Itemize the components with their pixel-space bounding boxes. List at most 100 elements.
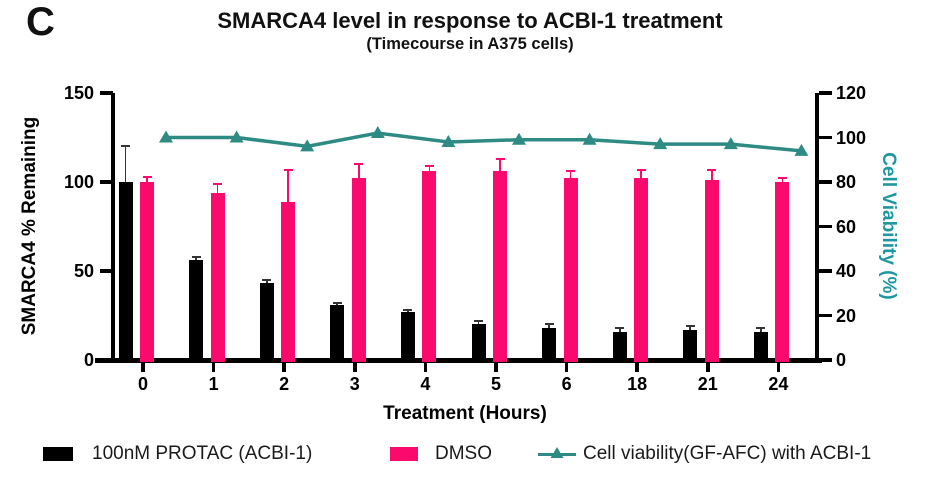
x-tick <box>211 362 216 372</box>
left-tick-label: 100 <box>63 172 94 192</box>
protac-swatch-icon <box>43 447 73 461</box>
dmso-bar-error <box>499 158 501 172</box>
x-tick <box>282 362 286 372</box>
protac-bar-error <box>689 326 692 330</box>
dmso-swatch-icon <box>390 447 418 461</box>
x-tick <box>423 362 428 372</box>
dmso-bar-error-cap <box>777 177 787 180</box>
dmso-bar-error-cap <box>354 163 364 166</box>
right-tick <box>819 269 832 273</box>
protac-bar <box>753 331 768 362</box>
dmso-bar <box>563 178 578 362</box>
protac-bar-error-cap <box>685 325 695 328</box>
protac-bar-error-cap <box>403 309 413 312</box>
viability-marker <box>300 139 315 152</box>
x-tick <box>564 362 569 372</box>
viability-line <box>166 131 802 153</box>
dmso-bar-error-cap <box>707 168 717 171</box>
right-tick <box>819 224 832 229</box>
dmso-bar <box>422 171 437 362</box>
x-tick <box>494 362 498 372</box>
dmso-bar-error-cap <box>283 168 293 171</box>
right-tick <box>819 91 832 95</box>
left-tick-label: 50 <box>73 261 94 281</box>
dmso-bar <box>634 178 649 362</box>
protac-bar-error <box>477 320 480 325</box>
x-tick <box>776 362 781 372</box>
x-tick-label: 18 <box>627 374 648 394</box>
chart-title: SMARCA4 level in response to ACBI-1 trea… <box>217 8 723 33</box>
x-axis-title: Treatment (Hours) <box>383 403 547 424</box>
viability-marker <box>370 126 385 139</box>
dmso-bar-error-cap <box>213 182 223 185</box>
dmso-bar-error-cap <box>495 157 505 160</box>
protac-bar <box>259 283 274 362</box>
right-tick-label: 120 <box>836 83 867 103</box>
x-tick <box>706 362 710 372</box>
protac-bar-error-cap <box>332 302 342 305</box>
x-tick <box>141 362 145 372</box>
x-tick-label: 4 <box>420 374 431 394</box>
x-tick-label: 5 <box>490 374 501 394</box>
legend-item-dmso: DMSO <box>390 443 492 465</box>
dmso-bar-error <box>287 169 290 202</box>
protac-bar-error-cap <box>191 255 201 258</box>
viability-marker <box>441 134 456 147</box>
right-tick <box>819 358 832 362</box>
dmso-bar <box>140 182 154 362</box>
dmso-bar-error <box>428 165 431 172</box>
right-tick-label: 60 <box>836 216 857 237</box>
legend-item-viability: Cell viability(GF-AFC) with ACBI-1 <box>538 443 871 465</box>
left-tick-label: 0 <box>83 350 94 370</box>
protac-bar <box>330 304 345 362</box>
protac-bar-error <box>124 146 127 182</box>
protac-bar <box>400 311 415 362</box>
x-tick-label: 24 <box>768 374 789 394</box>
x-tick-label: 6 <box>561 374 572 394</box>
legend-label-protac: 100nM PROTAC (ACBI-1) <box>92 443 313 464</box>
viability-marker <box>229 130 244 143</box>
protac-bar <box>471 324 486 362</box>
left-axis <box>111 93 115 363</box>
viability-marker <box>653 137 668 150</box>
right-tick-label: 80 <box>836 172 857 192</box>
right-tick-label: 40 <box>836 261 857 281</box>
dmso-bar <box>351 178 366 362</box>
dmso-bar-error <box>710 169 713 181</box>
legend-item-protac: 100nM PROTAC (ACBI-1) <box>43 443 312 465</box>
dmso-bar-error <box>640 169 643 179</box>
x-tick-label: 21 <box>697 374 718 394</box>
dmso-bar <box>493 171 507 362</box>
protac-bar-error-cap <box>544 323 554 326</box>
protac-bar-error <box>548 324 550 328</box>
protac-bar-error-cap <box>474 319 483 322</box>
left-tick <box>100 91 113 95</box>
viability-marker <box>512 132 526 145</box>
protac-bar <box>189 260 204 362</box>
right-tick <box>819 180 832 184</box>
dmso-bar <box>704 180 719 362</box>
dmso-bar-error-cap <box>424 164 434 167</box>
viability-marker <box>159 130 173 143</box>
x-tick <box>353 362 357 372</box>
legend: 100nM PROTAC (ACBI-1) DMSO Cell viabilit… <box>0 443 928 473</box>
right-tick-label: 100 <box>836 127 867 148</box>
left-tick-label: 150 <box>63 83 94 103</box>
left-tick <box>100 180 113 184</box>
right-tick-label: 20 <box>836 305 857 326</box>
viability-marker <box>794 143 809 156</box>
dmso-bar-error-cap <box>142 175 152 178</box>
left-tick <box>100 358 113 362</box>
right-tick-label: 0 <box>836 350 847 370</box>
x-tick-label: 3 <box>349 374 360 394</box>
protac-bar-error-cap <box>262 278 272 281</box>
dmso-bar-error <box>569 171 572 179</box>
dmso-bar-error <box>357 164 360 179</box>
protac-bar-error-cap <box>615 326 625 329</box>
protac-bar-error-cap <box>756 326 766 329</box>
viability-marker <box>723 137 738 150</box>
protac-bar <box>118 182 133 362</box>
dmso-bar <box>210 192 225 362</box>
protac-bar-error-cap <box>121 145 130 148</box>
